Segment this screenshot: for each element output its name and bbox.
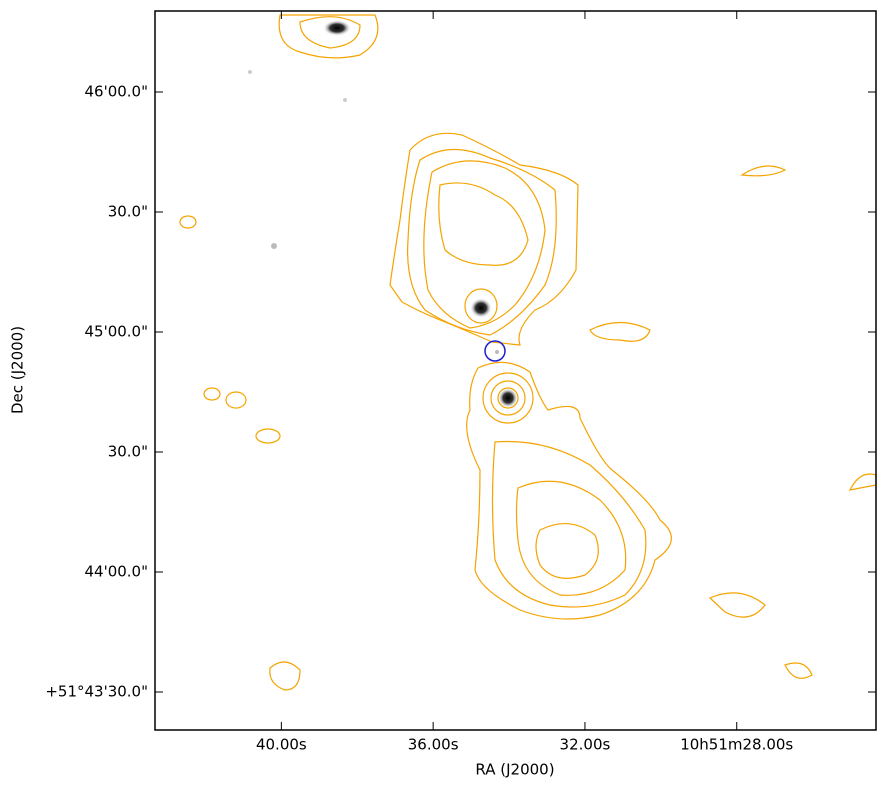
y-tick-label: 30.0"	[108, 443, 148, 461]
x-tick-label: 10h51m28.00s	[680, 736, 793, 754]
image-background	[155, 11, 876, 730]
y-tick-label: +51°43'30.0"	[45, 683, 148, 701]
x-tick-label: 40.00s	[256, 736, 307, 754]
position-marker	[484, 340, 506, 362]
contours	[179, 14, 877, 691]
y-tick-label: 44'00.0"	[84, 563, 148, 581]
x-axis-title: RA (J2000)	[475, 761, 554, 779]
y-tick-label: 46'00.0"	[84, 83, 148, 101]
sources	[248, 20, 518, 408]
x-tick-label: 32.00s	[560, 736, 611, 754]
plot-frame	[154, 10, 877, 731]
y-axis-title: Dec (J2000)	[9, 326, 27, 414]
x-tick-label: 36.00s	[408, 736, 459, 754]
y-tick-label: 45'00.0"	[84, 323, 148, 341]
y-tick-label: 30.0"	[108, 203, 148, 221]
